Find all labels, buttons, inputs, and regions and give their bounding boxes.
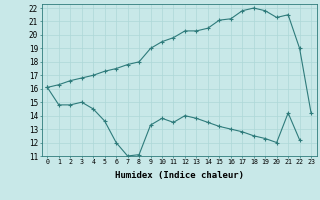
X-axis label: Humidex (Indice chaleur): Humidex (Indice chaleur) xyxy=(115,171,244,180)
